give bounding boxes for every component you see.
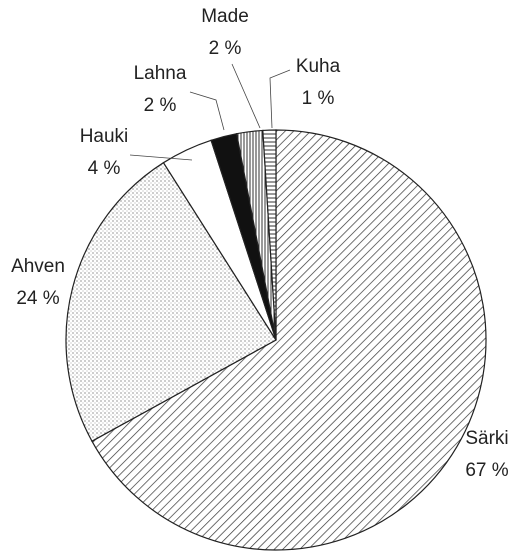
leader-line: [269, 69, 291, 129]
leader-line: [189, 91, 225, 131]
slice-label: Lahna: [134, 63, 187, 84]
value-label: 1 %: [302, 88, 335, 109]
value-label: 2 %: [209, 38, 242, 59]
slice-label: Made: [201, 6, 249, 27]
value-label: 2 %: [144, 95, 177, 116]
pie-slice: [65, 161, 277, 442]
slice-label: Särki: [465, 428, 508, 449]
pie-slice: [91, 129, 487, 551]
leader-line: [129, 154, 193, 161]
leader-line: [231, 63, 261, 129]
slice-label: Kuha: [296, 56, 341, 77]
value-label: 24 %: [16, 288, 59, 309]
slice-label: Hauki: [80, 126, 129, 147]
value-label: 4 %: [88, 158, 121, 179]
value-label: 67 %: [465, 460, 508, 481]
pie-slice: [262, 129, 277, 341]
slice-label: Ahven: [11, 256, 65, 277]
